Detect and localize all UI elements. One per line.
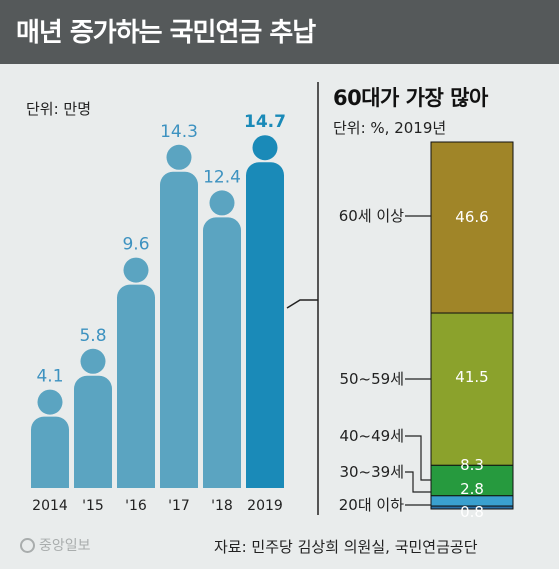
category-label: 50~59세 [339, 370, 404, 388]
bar-base-17 [160, 484, 198, 488]
year-label: '15 [82, 498, 104, 514]
year-label: 2014 [32, 498, 68, 514]
category-label: 30~39세 [339, 463, 404, 481]
left-unit-label: 단위: 만명 [26, 100, 92, 118]
year-label: '17 [168, 498, 190, 514]
segment-value-label: 46.6 [455, 208, 488, 226]
year-label: '18 [211, 498, 233, 514]
segment-5 [430, 505, 514, 510]
value-label: 12.4 [203, 167, 241, 187]
right-unit-label: 단위: %, 2019년 [333, 119, 447, 137]
publisher-logo: 중앙일보 [20, 535, 91, 555]
segment-3 [430, 464, 514, 497]
leader-line [405, 471, 431, 493]
chart-title: 매년 증가하는 국민연금 추납 [16, 18, 316, 48]
baseline-mask [20, 488, 300, 508]
value-label: 4.1 [36, 367, 63, 387]
source-note: 자료: 민주당 김상희 의원실, 국민연금공단 [214, 538, 478, 556]
category-label: 20대 이하 [339, 496, 404, 514]
year-label: 2019 [247, 498, 283, 514]
bar-head-17 [166, 144, 192, 170]
bar-body-18 [203, 217, 241, 502]
bar-body-2014 [31, 416, 69, 502]
bar-body-17 [160, 171, 198, 503]
bar-body-15 [74, 375, 112, 502]
segment-value-label: 0.8 [460, 503, 484, 521]
bar-body-16 [117, 284, 155, 502]
value-label: 9.6 [122, 235, 149, 255]
bar-head-15 [80, 348, 106, 374]
right-chart-title: 60대가 가장 많아 [333, 86, 488, 110]
segment-value-label: 41.5 [455, 368, 488, 386]
bar-base-2014 [31, 484, 69, 488]
segment-1 [430, 312, 514, 466]
value-label: 14.3 [160, 122, 198, 142]
value-label: 14.7 [244, 112, 286, 132]
bar-body-2019 [246, 162, 284, 502]
leader-line [405, 435, 431, 481]
bar-base-15 [74, 484, 112, 488]
bar-head-18 [209, 190, 235, 216]
bar-head-2019 [252, 135, 278, 161]
segment-value-label: 8.3 [460, 456, 484, 474]
bar-head-2014 [37, 389, 63, 415]
bar-base-2019 [246, 484, 284, 488]
segment-0 [430, 141, 514, 314]
logo-text: 중앙일보 [39, 538, 91, 554]
category-label: 60세 이상 [339, 207, 404, 225]
logo-circle-icon [20, 537, 35, 553]
year-label: '16 [125, 498, 147, 514]
bar-base-18 [203, 484, 241, 488]
category-label: 40~49세 [339, 427, 404, 445]
connector-arrow [286, 299, 318, 309]
header-bar: 매년 증가하는 국민연금 추납 [0, 0, 559, 64]
segment-value-label: 2.8 [460, 480, 484, 498]
bar-base-16 [117, 484, 155, 488]
value-label: 5.8 [79, 326, 106, 346]
bar-head-16 [123, 257, 149, 283]
